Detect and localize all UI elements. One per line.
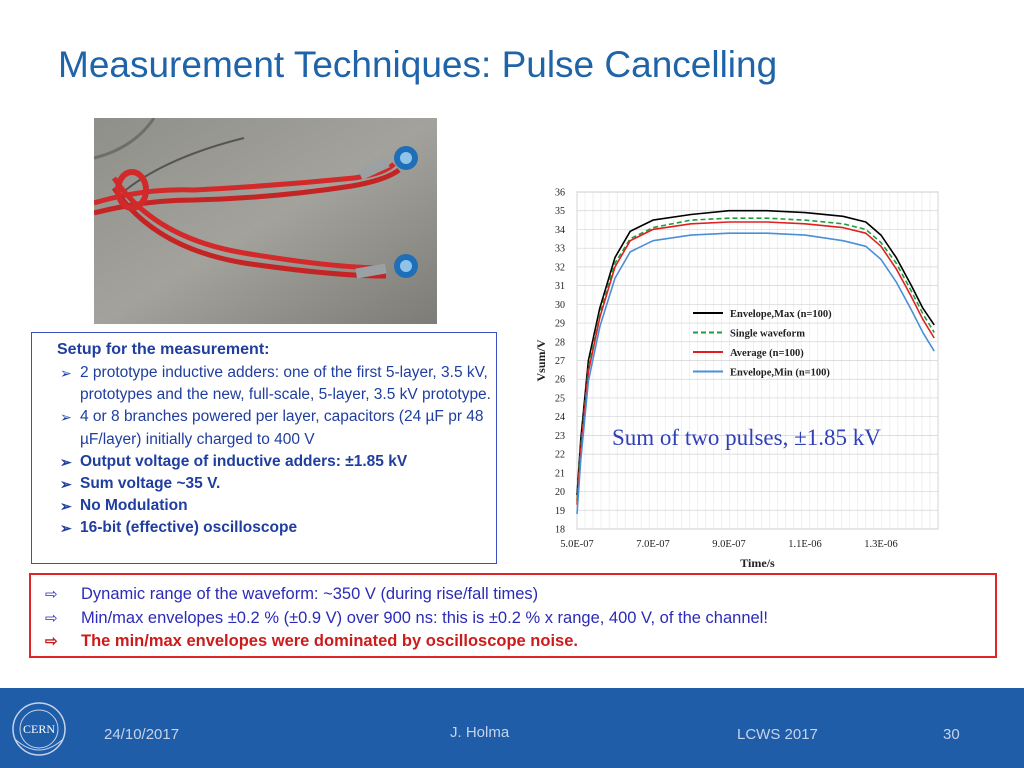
- y-tick-label: 24: [555, 412, 565, 423]
- x-tick-label: 1.1E-06: [788, 539, 822, 550]
- arrow-bullet-icon: ➢: [60, 409, 72, 426]
- y-tick-label: 33: [555, 244, 565, 255]
- hollow-arrow-icon: ⇨: [45, 586, 58, 603]
- cern-logo-text: CERN: [23, 722, 55, 736]
- setup-item: ➢ Sum voltage ~35 V.: [60, 473, 496, 495]
- footer-event: LCWS 2017: [737, 726, 818, 743]
- y-tick-label: 18: [555, 525, 565, 536]
- legend-label: Envelope,Max (n=100): [730, 309, 832, 320]
- y-axis-label: Vsum/V: [535, 339, 548, 381]
- cern-logo: CERN: [12, 702, 66, 756]
- setup-item: ➢ Output voltage of inductive adders: ±1.…: [60, 451, 496, 473]
- cable-photo-drawing: [94, 118, 437, 324]
- setup-item: ➢ No Modulation: [60, 495, 496, 517]
- slide-title: Measurement Techniques: Pulse Cancelling: [58, 44, 778, 85]
- pulse-chart-svg: 18 19 20 21 22 23 24 25 26 27 28 29 30 31 32 33 34 35 36 5.…: [534, 188, 939, 570]
- x-tick-label: 5.0E-07: [560, 539, 594, 550]
- page-number: 30: [943, 726, 960, 743]
- x-tick-label: 1.3E-06: [864, 539, 898, 550]
- y-tick-label: 32: [555, 262, 565, 273]
- setup-list: ➢ 2 prototype inductive adders: one of th…: [60, 362, 496, 540]
- legend-label: Average (n=100): [730, 348, 804, 359]
- setup-item: ➢ 2 prototype inductive adders: one of th…: [60, 364, 491, 404]
- y-tick-label: 35: [555, 206, 565, 217]
- results-list: ⇨ Dynamic range of the waveform: ~350 V (…: [45, 583, 768, 654]
- legend-label: Envelope,Min (n=100): [730, 368, 830, 379]
- setup-item: ➢ 4 or 8 branches powered per layer, capa…: [60, 408, 484, 448]
- x-axis-label: Time/s: [740, 556, 775, 570]
- y-tick-label: 22: [555, 450, 565, 461]
- y-tick-label: 31: [555, 281, 565, 292]
- arrow-bullet-icon: ➢: [60, 520, 72, 537]
- y-tick-label: 21: [555, 468, 565, 479]
- arrow-bullet-icon: ➢: [60, 476, 72, 493]
- y-tick-label: 23: [555, 431, 565, 442]
- pulse-chart: 18 19 20 21 22 23 24 25 26 27 28 29 30 31 32 33 34 35 36 5.…: [534, 183, 950, 573]
- footer-bar: CERN 24/10/2017 J. Holma LCWS 2017 30: [0, 688, 1024, 768]
- hollow-arrow-icon: ⇨: [45, 633, 58, 650]
- results-box: ⇨ Dynamic range of the waveform: ~350 V (…: [29, 573, 997, 658]
- result-item: ⇨ Dynamic range of the waveform: ~350 V (…: [45, 583, 768, 607]
- y-tick-label: 19: [555, 506, 565, 517]
- series-line: [576, 209, 935, 496]
- y-tick-label: 28: [555, 337, 565, 348]
- y-tick-label: 20: [555, 487, 565, 498]
- y-tick-label: 36: [555, 188, 565, 199]
- legend-label: Single waveform: [730, 329, 805, 340]
- setup-heading: Setup for the measurement:: [57, 341, 270, 358]
- y-tick-label: 29: [555, 319, 565, 330]
- x-tick-label: 7.0E-07: [636, 539, 670, 550]
- x-tick-label: 9.0E-07: [712, 539, 746, 550]
- hollow-arrow-icon: ⇨: [45, 609, 58, 627]
- y-tick-label: 34: [555, 225, 565, 236]
- y-tick-label: 25: [555, 393, 565, 404]
- arrow-bullet-icon: ➢: [60, 453, 72, 470]
- setup-box: Setup for the measurement: ➢ 2 prototype …: [31, 332, 497, 564]
- setup-item: ➢ 16-bit (effective) oscilloscope: [60, 517, 496, 539]
- y-tick-label: 27: [555, 356, 565, 367]
- result-item: ⇨ Min/max envelopes ±0.2 % (±0.9 V) over …: [45, 607, 768, 631]
- footer-date: 24/10/2017: [104, 726, 180, 743]
- arrow-bullet-icon: ➢: [60, 498, 72, 515]
- result-item: ⇨ The min/max envelopes were dominated by…: [45, 630, 768, 654]
- chart-annotation: Sum of two pulses, ±1.85 kV: [612, 425, 881, 450]
- footer-author: J. Holma: [450, 724, 510, 741]
- arrow-bullet-icon: ➢: [60, 365, 72, 381]
- y-tick-label: 30: [555, 300, 565, 311]
- cable-photo: [94, 118, 437, 324]
- y-tick-label: 26: [555, 375, 565, 386]
- series-line: [576, 221, 935, 505]
- series-line: [576, 232, 935, 515]
